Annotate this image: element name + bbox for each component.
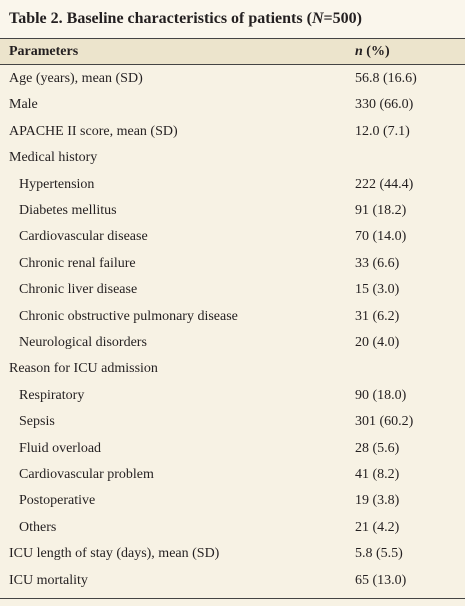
table-row: Fluid overload 28 (5.6) xyxy=(0,436,465,462)
table-row: ICU mortality 65 (13.0) xyxy=(0,568,465,594)
table-row: Others 21 (4.2) xyxy=(0,515,465,541)
table-row: ICU length of stay (days), mean (SD) 5.8 … xyxy=(0,541,465,567)
row-value: 33 (6.6) xyxy=(355,255,400,271)
row-label: Reason for ICU admission xyxy=(9,361,158,377)
row-value: 91 (18.2) xyxy=(355,203,407,218)
row-value: 70 (14.0) xyxy=(355,229,407,245)
row-value: 19 (3.8) xyxy=(355,493,400,509)
table-row: Sepsis 301 (60.2) xyxy=(0,409,465,435)
row-value: 15 (3.0) xyxy=(355,282,400,298)
table-row: Reason for ICU admission xyxy=(0,356,465,382)
row-value: 222 (44.4) xyxy=(355,176,414,192)
row-label: Respiratory xyxy=(19,387,85,403)
row-label: Chronic renal failure xyxy=(19,255,136,271)
table-row: Chronic liver disease 15 (3.0) xyxy=(0,277,465,303)
row-label: Chronic obstructive pulmonary disease xyxy=(19,308,238,324)
title-text: =500) xyxy=(323,10,362,27)
header-text: (%) xyxy=(362,44,390,59)
row-label: ICU length of stay (days), mean (SD) xyxy=(9,546,220,562)
row-value: 31 (6.2) xyxy=(355,308,400,324)
row-value: 301 (60.2) xyxy=(355,414,414,430)
row-label: Fluid overload xyxy=(19,440,102,456)
row-label: Postoperative xyxy=(19,493,96,509)
row-value: 330 (66.0) xyxy=(355,97,414,113)
table-row: Diabetes mellitus 91 (18.2) xyxy=(0,198,465,224)
title-text: Table 2. Baseline characteristics of pat… xyxy=(9,10,312,27)
row-label: Age (years), mean (SD) xyxy=(9,71,143,86)
row-label: Cardiovascular problem xyxy=(19,467,154,482)
table-row: Neurological disorders 20 (4.0) xyxy=(0,330,465,356)
row-value: 41 (8.2) xyxy=(355,467,400,482)
row-value: 28 (5.6) xyxy=(355,440,400,456)
row-label: Sepsis xyxy=(19,414,55,430)
row-value: 21 (4.2) xyxy=(355,519,400,535)
title-text: N xyxy=(311,10,324,27)
row-value: 56.8 (16.6) xyxy=(355,71,417,86)
header-text: n xyxy=(355,44,363,59)
row-label: Neurological disorders xyxy=(19,335,147,350)
table-row: Chronic obstructive pulmonary disease 31 … xyxy=(0,304,465,330)
row-label: Chronic liver disease xyxy=(19,282,138,298)
row-value: 5.8 (5.5) xyxy=(355,546,403,562)
table-row: Medical history xyxy=(0,145,465,171)
table-row: Male 330 (66.0) xyxy=(0,92,465,118)
header-text: Parameters xyxy=(9,44,79,59)
row-value: 12.0 (7.1) xyxy=(355,123,410,139)
row-label: ICU mortality xyxy=(9,572,88,588)
row-label: Diabetes mellitus xyxy=(19,203,117,218)
row-label: Others xyxy=(19,519,57,535)
row-label: Cardiovascular disease xyxy=(19,229,148,245)
table-row: Cardiovascular problem 41 (8.2) xyxy=(0,462,465,488)
table-row: Postoperative 19 (3.8) xyxy=(0,488,465,514)
row-value: 90 (18.0) xyxy=(355,387,407,403)
table-row: APACHE II score, mean (SD) 12.0 (7.1) xyxy=(0,119,465,145)
row-label: Hypertension xyxy=(19,176,95,192)
table-row: Cardiovascular disease 70 (14.0) xyxy=(0,224,465,250)
row-label: Medical history xyxy=(9,150,98,166)
bottom-rule xyxy=(0,598,465,599)
row-value: 65 (13.0) xyxy=(355,572,407,588)
table-header: Parameters n (%) xyxy=(0,39,465,65)
row-value: 20 (4.0) xyxy=(355,335,400,350)
row-label: Male xyxy=(9,97,38,113)
table-title: Table 2. Baseline characteristics of pat… xyxy=(0,0,465,39)
header-cell: Parameters xyxy=(9,39,78,64)
row-label: APACHE II score, mean (SD) xyxy=(9,123,178,139)
table-row: Hypertension 222 (44.4) xyxy=(0,172,465,198)
table-row: Chronic renal failure 33 (6.6) xyxy=(0,251,465,277)
table-row: Age (years), mean (SD) 56.8 (16.6) xyxy=(0,66,465,92)
table-row: Respiratory 90 (18.0) xyxy=(0,383,465,409)
header-cell: n (%) xyxy=(355,39,390,64)
